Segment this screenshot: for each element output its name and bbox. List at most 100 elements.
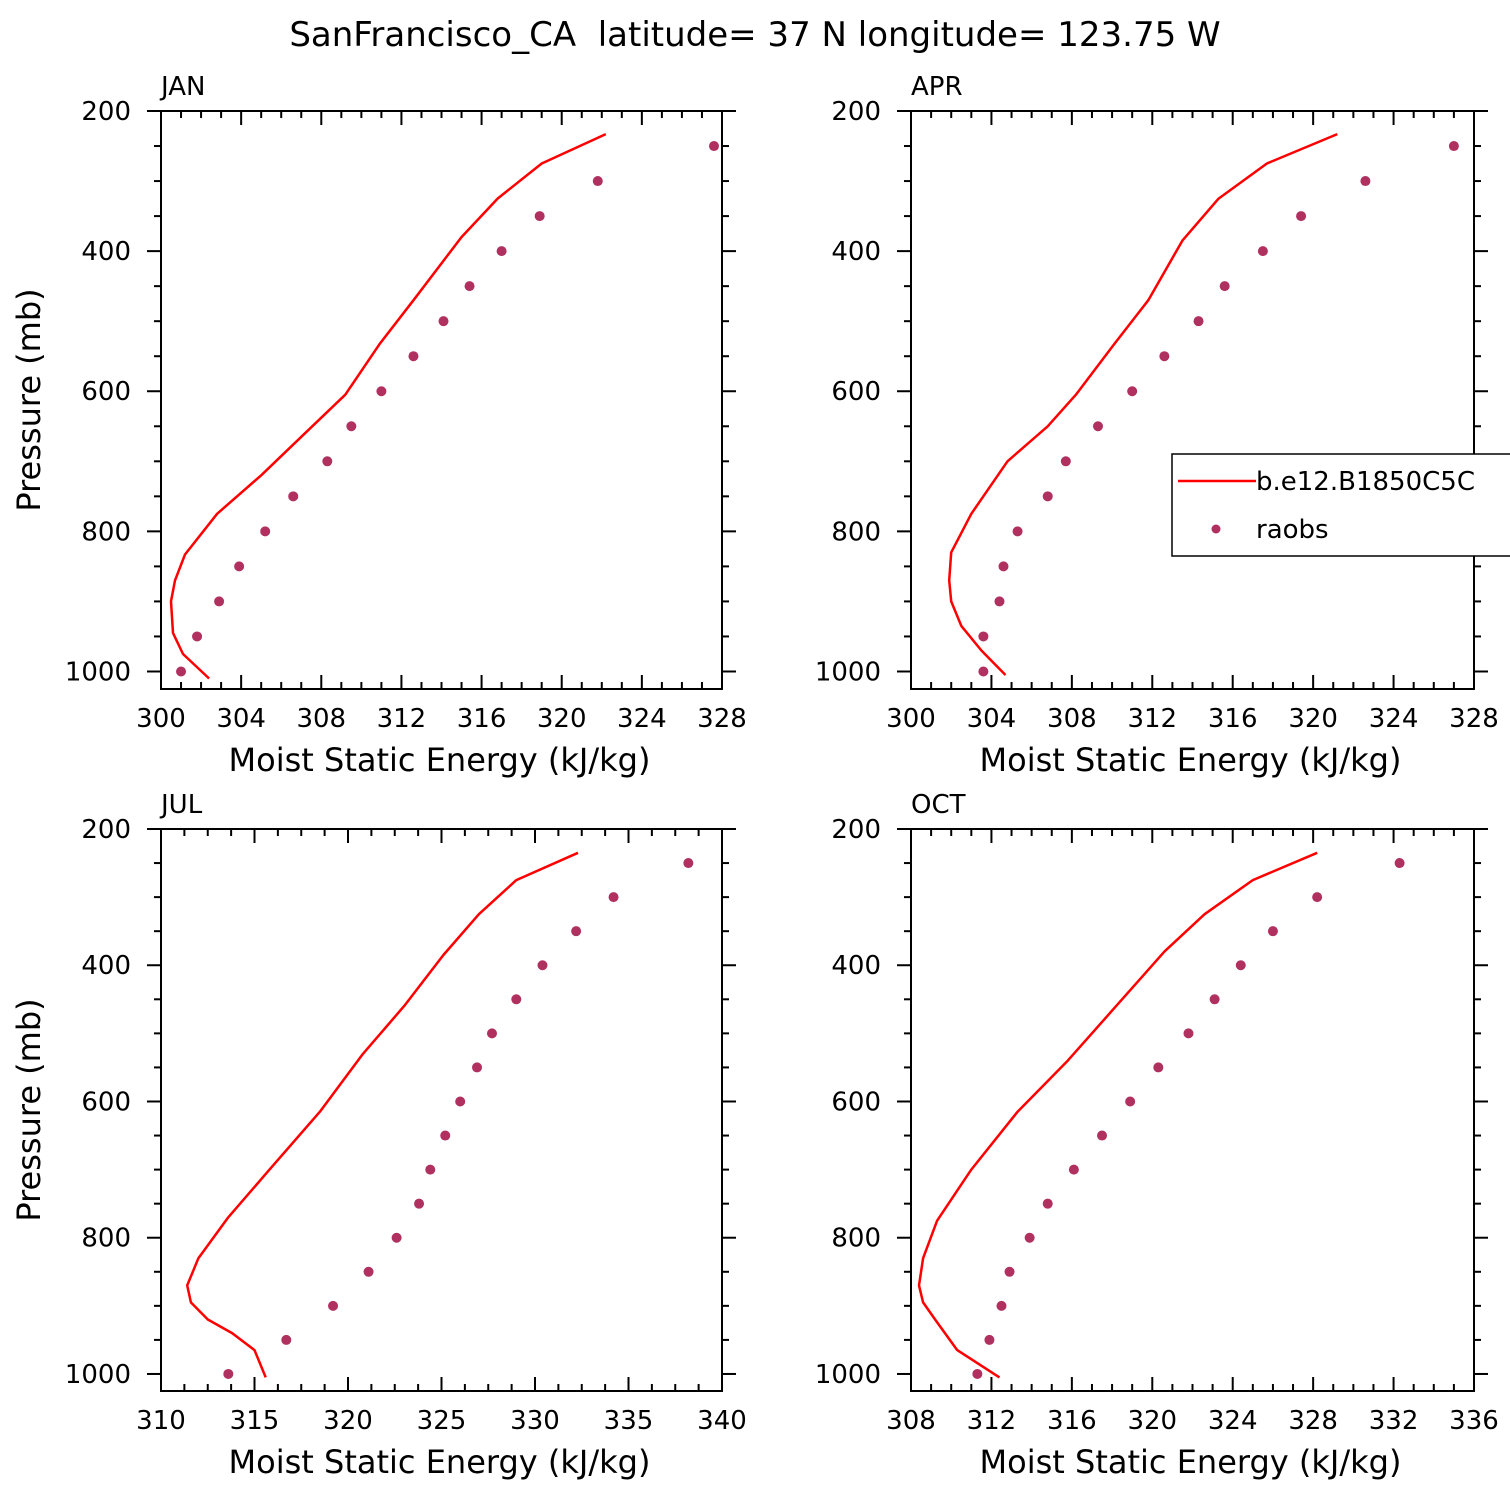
x-tick-label: 325	[417, 1406, 467, 1436]
raobs-point	[1068, 1164, 1079, 1175]
x-tick-label: 328	[697, 704, 747, 734]
panels: 300 304 308 312 316 320 324 328 200 400 600 800 1000…	[10, 72, 1499, 1481]
y-tick-label: 1000	[815, 1360, 881, 1390]
legend-box	[1171, 453, 1510, 557]
raobs-point	[592, 176, 603, 187]
raobs-point	[1296, 211, 1307, 222]
raobs-point	[214, 596, 225, 607]
raobs-point	[496, 246, 507, 257]
raobs-point	[972, 1368, 983, 1379]
raobs-point	[1042, 491, 1053, 502]
raobs-point	[608, 892, 619, 903]
raobs-point	[223, 1368, 234, 1379]
y-tick-label: 600	[831, 377, 881, 407]
x-axis-label: Moist Static Energy (kJ/kg)	[229, 1443, 651, 1481]
y-axis-label: Pressure (mb)	[10, 998, 48, 1221]
x-tick-label: 316	[1047, 1406, 1097, 1436]
raobs-point	[322, 456, 333, 467]
x-tick-label: 316	[457, 704, 507, 734]
x-tick-label: 304	[967, 704, 1017, 734]
y-tick-label: 400	[81, 237, 131, 267]
y-tick-label: 200	[831, 97, 881, 127]
raobs-point	[1183, 1028, 1194, 1039]
raobs-point	[1257, 246, 1268, 257]
x-tick-label: 340	[697, 1406, 747, 1436]
x-tick-label: 308	[886, 1406, 936, 1436]
x-tick-label: 312	[377, 704, 427, 734]
x-tick-label: 336	[1449, 1406, 1499, 1436]
raobs-point	[1235, 960, 1246, 971]
x-axis-label: Moist Static Energy (kJ/kg)	[980, 741, 1402, 779]
y-tick-label: 800	[831, 517, 881, 547]
x-tick-label: 300	[886, 704, 936, 734]
y-tick-label: 400	[831, 951, 881, 981]
panel-jan: 300 304 308 312 316 320 324 328 200 400 600 800 1000…	[10, 72, 747, 779]
y-tick-label: 600	[81, 1087, 131, 1117]
model-line	[947, 132, 1338, 676]
plot-frame	[160, 828, 723, 1392]
raobs-point	[391, 1232, 402, 1243]
x-axis-label: Moist Static Energy (kJ/kg)	[980, 1443, 1402, 1481]
panel-jul: 310 315 320 325 330 335 340 200 400 600 800 1000 JUL…	[10, 790, 747, 1481]
raobs-point	[537, 960, 548, 971]
raobs-point	[1092, 421, 1103, 432]
raobs-point	[1097, 1130, 1108, 1141]
raobs-point	[511, 994, 522, 1005]
raobs-point	[176, 666, 187, 677]
y-tick-label: 200	[81, 97, 131, 127]
x-tick-label: 308	[296, 704, 346, 734]
raobs-point	[978, 666, 989, 677]
x-tick-label: 324	[1208, 1406, 1258, 1436]
raobs-point	[1193, 316, 1204, 327]
x-tick-label: 328	[1288, 1406, 1338, 1436]
y-tick-label: 1000	[65, 1360, 131, 1390]
panel-title: APR	[911, 72, 963, 102]
raobs-point	[455, 1096, 466, 1107]
raobs-point	[408, 351, 419, 362]
legend-obs-label: raobs	[1256, 515, 1329, 545]
raobs-point	[1125, 1096, 1136, 1107]
y-tick-label: 200	[81, 815, 131, 845]
raobs-point	[486, 1028, 497, 1039]
raobs-point	[571, 926, 582, 937]
y-tick-label: 1000	[815, 657, 881, 687]
panel-oct: 308 312 316 320 324 328 332 336 200 400 600 800 1000…	[815, 790, 1499, 1481]
raobs-point	[998, 561, 1009, 572]
y-tick-label: 1000	[65, 657, 131, 687]
legend: b.e12.B1850C5C raobs	[1171, 453, 1510, 557]
raobs-point	[260, 526, 271, 537]
x-tick-label: 312	[1127, 704, 1177, 734]
raobs-point	[708, 141, 719, 152]
x-tick-label: 320	[537, 704, 587, 734]
plot-frame	[160, 110, 723, 690]
raobs-point	[234, 561, 245, 572]
x-tick-label: 320	[1288, 704, 1338, 734]
raobs-point	[1153, 1062, 1164, 1073]
raobs-point	[1312, 892, 1323, 903]
raobs-point	[438, 316, 449, 327]
raobs-point	[1448, 141, 1459, 152]
raobs-point	[1219, 281, 1230, 292]
y-tick-label: 800	[81, 1224, 131, 1254]
legend-marker-swatch	[1211, 524, 1221, 534]
raobs-point	[464, 281, 475, 292]
legend-model-label: b.e12.B1850C5C	[1256, 467, 1475, 497]
x-tick-label: 312	[967, 1406, 1017, 1436]
plot-frame	[910, 828, 1475, 1392]
x-tick-label: 315	[230, 1406, 280, 1436]
raobs-point	[346, 421, 357, 432]
y-tick-label: 200	[831, 815, 881, 845]
x-tick-label: 304	[216, 704, 266, 734]
x-tick-label: 308	[1047, 704, 1097, 734]
y-axis-label: Pressure (mb)	[10, 288, 48, 511]
raobs-point	[1267, 926, 1278, 937]
raobs-point	[534, 211, 545, 222]
raobs-point	[1360, 176, 1371, 187]
panel-title: OCT	[911, 790, 966, 820]
raobs-point	[1012, 526, 1023, 537]
y-tick-label: 400	[831, 237, 881, 267]
raobs-point	[472, 1062, 483, 1073]
raobs-point	[683, 858, 694, 869]
raobs-point	[1004, 1266, 1015, 1277]
